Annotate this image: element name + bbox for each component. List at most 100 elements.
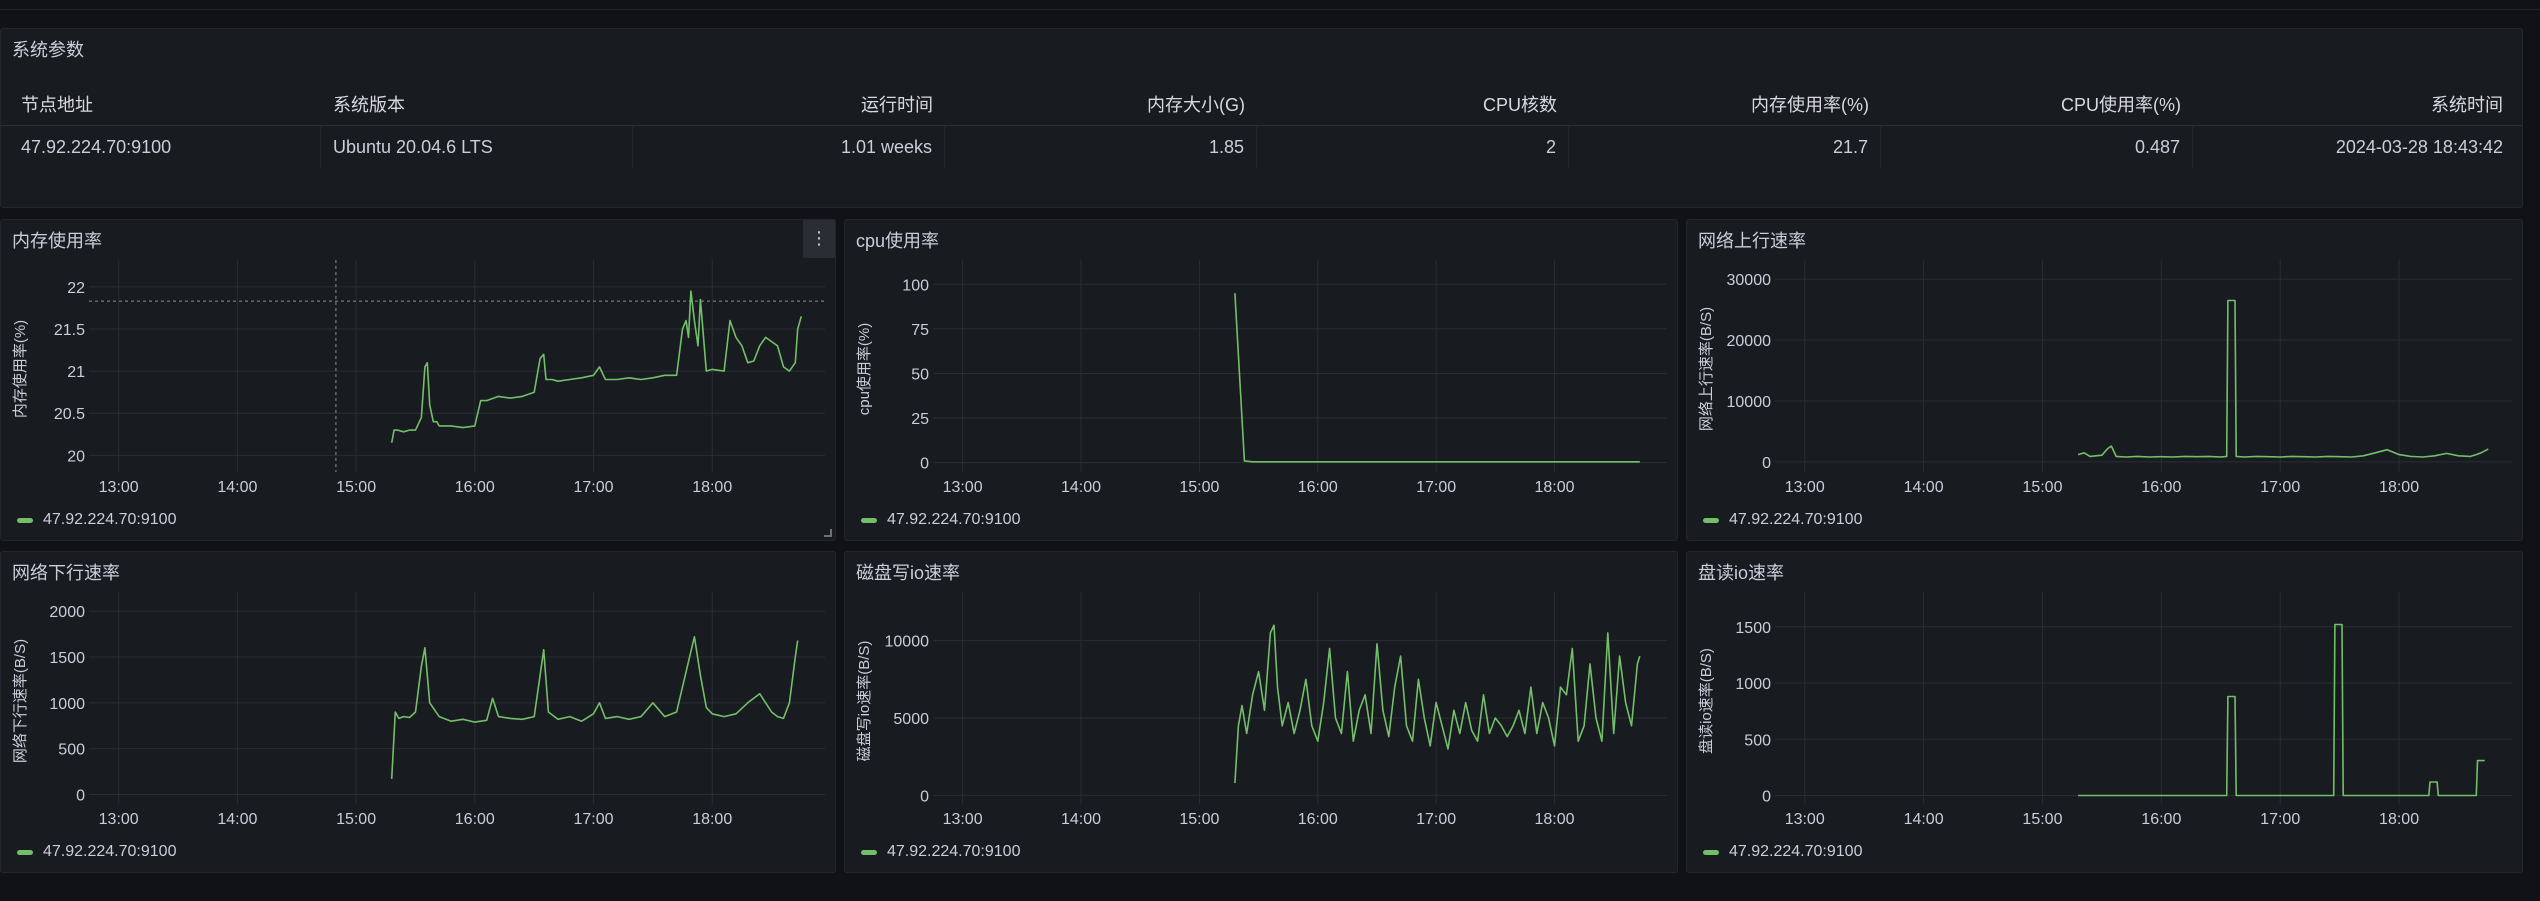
legend-label: 47.92.224.70:9100 (43, 511, 177, 528)
x-tick-label: 17:00 (573, 811, 613, 828)
col-header-system-time[interactable]: 系统时间 (2431, 95, 2503, 115)
panel-title: 网络下行速率 (12, 563, 120, 583)
cell-cpu-cores: 2 (1257, 126, 1569, 168)
legend-label: 47.92.224.70:9100 (1729, 843, 1863, 860)
legend-label: 47.92.224.70:9100 (43, 843, 177, 860)
x-tick-label: 14:00 (1904, 479, 1944, 496)
col-header-node-address[interactable]: 节点地址 (21, 95, 93, 115)
disk-read-panel[interactable]: 0 500 1000 1500 13:00 14:00 15:00 16:00 17:00 18:… (1686, 551, 2523, 873)
y-tick-label: 1500 (49, 650, 85, 667)
cell-node-address: 47.92.224.70:9100 (1, 126, 321, 168)
legend-swatch (1703, 517, 1719, 523)
y-tick-label: 1500 (1735, 620, 1771, 637)
y-tick-label: 5000 (893, 711, 929, 728)
memory-usage-panel[interactable]: 20 20.5 21 21.5 22 13:00 14:00 15:00 16:00 17:00 1… (0, 219, 836, 541)
legend-label: 47.92.224.70:9100 (887, 843, 1021, 860)
legend[interactable]: 47.92.224.70:9100 (1703, 510, 1862, 530)
legend[interactable]: 47.92.224.70:9100 (861, 842, 1020, 862)
series-line[interactable] (1234, 293, 1640, 463)
network-download-panel[interactable]: 0 500 1000 1500 2000 13:00 14:00 15:00 16:00 17:0… (0, 551, 836, 873)
legend-swatch (861, 517, 877, 523)
legend-label: 47.92.224.70:9100 (1729, 511, 1863, 528)
network-upload-panel[interactable]: 0 10000 20000 30000 13:00 14:00 15:00 16:00 17:0… (1686, 219, 2523, 541)
top-toolbar-edge (0, 0, 2540, 10)
panel-menu-button[interactable]: ⋮ (803, 220, 835, 258)
x-tick-label: 16:00 (455, 811, 495, 828)
col-header-cpu-cores[interactable]: CPU核数 (1482, 95, 1557, 115)
x-tick-label: 15:00 (2022, 811, 2062, 828)
series-line[interactable] (2078, 623, 2485, 797)
y-tick-label: 0 (1762, 455, 1771, 472)
x-tick-label: 13:00 (1785, 811, 1825, 828)
panel-title: 磁盘写io速率 (856, 563, 961, 583)
y-tick-label: 100 (902, 277, 929, 294)
x-tick-label: 15:00 (2022, 479, 2062, 496)
resize-handle[interactable] (824, 529, 832, 537)
x-tick-label: 17:00 (1416, 479, 1456, 496)
y-tick-label: 20000 (1727, 333, 1772, 350)
legend[interactable]: 47.92.224.70:9100 (861, 510, 1020, 530)
x-tick-label: 18:00 (1535, 479, 1575, 496)
y-tick-label: 22 (67, 280, 85, 297)
y-tick-label: 20.5 (54, 406, 85, 423)
legend-swatch (17, 849, 33, 855)
series-line[interactable] (2077, 299, 2489, 458)
cell-cpu-usage: 0.487 (1881, 126, 2193, 168)
series-line[interactable] (390, 636, 799, 779)
y-tick-label: 0 (920, 788, 929, 805)
x-tick-label: 13:00 (1785, 479, 1825, 496)
series-line[interactable] (1234, 624, 1641, 784)
y-tick-label: 1000 (49, 696, 85, 713)
system-params-panel: 系统参数 节点地址 系统版本 运行时间 内存大小(G) CPU核数 内存使用率(… (0, 28, 2523, 208)
y-tick-label: 10000 (885, 634, 930, 651)
series-line[interactable] (390, 290, 803, 443)
table-row: 47.92.224.70:9100 Ubuntu 20.04.6 LTS 1.0… (1, 126, 2522, 168)
x-tick-label: 16:00 (455, 479, 495, 496)
y-tick-label: 0 (1762, 789, 1771, 806)
x-tick-label: 13:00 (943, 479, 983, 496)
col-header-memory-usage[interactable]: 内存使用率(%) (1751, 95, 1869, 115)
x-tick-label: 16:00 (2141, 479, 2181, 496)
col-header-uptime[interactable]: 运行时间 (861, 95, 933, 115)
x-tick-label: 15:00 (336, 811, 376, 828)
y-axis-label: 内存使用率(%) (12, 320, 29, 418)
col-header-memory-size[interactable]: 内存大小(G) (1147, 95, 1245, 115)
disk-write-panel[interactable]: 0 5000 10000 13:00 14:00 15:00 16:00 17:00 18:00… (844, 551, 1678, 873)
x-tick-label: 14:00 (1061, 479, 1101, 496)
cpu-usage-panel[interactable]: 0 25 50 75 100 13:00 14:00 15:00 16:00 17:00 18:00… (844, 219, 1678, 541)
legend[interactable]: 47.92.224.70:9100 (17, 510, 176, 530)
legend-swatch (1703, 849, 1719, 855)
legend[interactable]: 47.92.224.70:9100 (17, 842, 176, 862)
legend-swatch (861, 849, 877, 855)
y-axis-label: 磁盘写io速率(B/S) (855, 641, 873, 762)
legend-label: 47.92.224.70:9100 (887, 511, 1021, 528)
y-tick-label: 0 (76, 788, 85, 805)
panel-title: 内存使用率 (12, 231, 102, 251)
y-tick-label: 21 (67, 364, 85, 381)
col-header-cpu-usage[interactable]: CPU使用率(%) (2061, 95, 2181, 115)
y-tick-label: 21.5 (54, 322, 85, 339)
x-tick-label: 13:00 (943, 811, 983, 828)
y-tick-label: 30000 (1727, 272, 1772, 289)
y-axis-label: 网络上行速率(B/S) (1698, 307, 1715, 431)
legend[interactable]: 47.92.224.70:9100 (1703, 842, 1862, 862)
x-tick-label: 14:00 (1061, 811, 1101, 828)
x-tick-label: 16:00 (2141, 811, 2181, 828)
y-tick-label: 0 (920, 456, 929, 473)
x-tick-label: 17:00 (2260, 811, 2300, 828)
cell-uptime: 1.01 weeks (633, 126, 945, 168)
cell-system-time: 2024-03-28 18:43:42 (2335, 137, 2503, 157)
x-tick-label: 15:00 (336, 479, 376, 496)
disk-read-chart: 0 500 1000 1500 13:00 14:00 15:00 16:00 17:00 18:… (1697, 592, 2512, 828)
network-upload-chart: 0 10000 20000 30000 13:00 14:00 15:00 16:00 17:0… (1698, 260, 2512, 496)
table-header: 节点地址 系统版本 运行时间 内存大小(G) CPU核数 内存使用率(%) CP… (1, 84, 2522, 126)
panel-title: 系统参数 (12, 40, 84, 60)
x-tick-label: 14:00 (217, 811, 257, 828)
x-tick-label: 16:00 (1298, 479, 1338, 496)
disk-write-chart: 0 5000 10000 13:00 14:00 15:00 16:00 17:00 18:00… (855, 592, 1667, 828)
cell-memory-size: 1.85 (945, 126, 1257, 168)
x-tick-label: 18:00 (2379, 479, 2419, 496)
col-header-os-version[interactable]: 系统版本 (333, 95, 405, 115)
memory-usage-chart: 20 20.5 21 21.5 22 13:00 14:00 15:00 16:00 17:00 1… (12, 260, 825, 496)
y-tick-label: 10000 (1727, 394, 1772, 411)
